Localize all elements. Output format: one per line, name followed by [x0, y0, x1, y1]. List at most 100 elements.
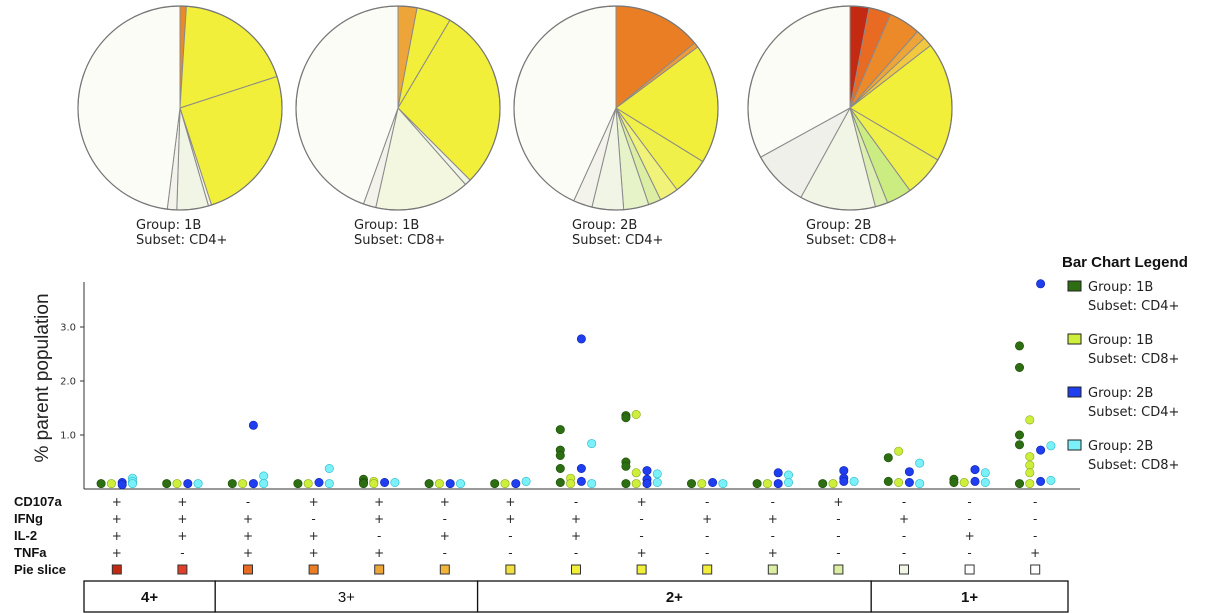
data-point — [1036, 476, 1046, 486]
sign-cell: - — [771, 529, 775, 543]
data-point — [566, 479, 576, 489]
data-point — [587, 479, 597, 489]
sign-cell: - — [1033, 495, 1037, 509]
sign-cell: + — [177, 529, 187, 543]
pie-slice-swatch — [833, 564, 844, 575]
data-point — [193, 479, 203, 489]
data-point — [621, 461, 631, 471]
sign-cell: + — [505, 512, 515, 526]
data-point — [697, 479, 707, 489]
sign-cell: - — [574, 495, 578, 509]
sign-cell: + — [112, 546, 122, 560]
data-point — [576, 476, 586, 486]
data-point — [259, 471, 269, 481]
data-point — [752, 479, 762, 489]
sign-cell: + — [243, 546, 253, 560]
group-label: 1+ — [961, 589, 978, 606]
row-label: IL-2 — [14, 528, 37, 543]
data-point — [904, 467, 914, 477]
data-point — [106, 479, 116, 489]
pie-caption-line: Subset: CD4+ — [572, 233, 663, 248]
data-point — [259, 479, 269, 489]
data-point — [839, 476, 849, 486]
sign-cell: - — [1033, 529, 1037, 543]
data-point — [1014, 362, 1024, 372]
y-tick-label: 3.0 — [60, 323, 76, 334]
legend-label: Subset: CD8+ — [1088, 352, 1179, 367]
data-point — [1025, 415, 1035, 425]
data-point — [949, 477, 959, 487]
data-point — [455, 479, 465, 489]
data-point — [521, 476, 531, 486]
sign-cell: + — [899, 512, 909, 526]
sign-cell: - — [705, 546, 709, 560]
sign-cell: + — [637, 495, 647, 509]
data-point — [631, 468, 641, 478]
sign-cell: + — [637, 546, 647, 560]
data-point — [576, 463, 586, 473]
sign-cell: + — [440, 529, 450, 543]
data-point — [248, 420, 258, 430]
data-point — [96, 479, 106, 489]
sign-cell: - — [705, 495, 709, 509]
sign-cell: + — [177, 512, 187, 526]
sign-cell: + — [571, 529, 581, 543]
data-point — [238, 479, 248, 489]
data-point — [783, 477, 793, 487]
data-point — [883, 476, 893, 486]
sign-cell: - — [1033, 512, 1037, 526]
legend-swatch — [1067, 333, 1082, 345]
data-point — [1014, 341, 1024, 351]
legend-label: Group: 2B — [1088, 386, 1153, 401]
legend-label: Group: 1B — [1088, 333, 1153, 348]
group-label: 3+ — [338, 589, 355, 606]
sign-cell: - — [902, 495, 906, 509]
data-point — [828, 479, 838, 489]
group-box — [83, 580, 216, 613]
sign-cell: - — [180, 546, 184, 560]
pie-slice-swatch — [899, 564, 909, 575]
data-point — [511, 479, 521, 489]
data-point — [293, 479, 303, 489]
data-point — [555, 463, 565, 473]
data-point — [128, 479, 138, 489]
pie-slice-swatch — [636, 564, 647, 575]
legend-label: Subset: CD4+ — [1088, 405, 1179, 420]
group-label: 2+ — [666, 589, 683, 606]
group-label: 4+ — [141, 589, 158, 606]
sign-cell: + — [768, 546, 778, 560]
sign-cell: + — [177, 495, 187, 509]
sign-cell: + — [571, 512, 581, 526]
pie-slice-swatch — [243, 564, 253, 575]
data-point — [324, 463, 334, 473]
data-point — [980, 468, 990, 478]
sign-cell: - — [377, 529, 381, 543]
sign-cell: - — [836, 512, 840, 526]
data-point — [445, 479, 455, 489]
pie-caption-line: Subset: CD8+ — [354, 233, 445, 248]
legend-label: Group: 1B — [1088, 280, 1153, 295]
combination-table: CD107a IFNg IL-2 TNFa Pie slice + + + + + + + - - + + + +… — [14, 494, 1069, 613]
data-point — [652, 469, 662, 479]
row-label: IFNg — [14, 511, 43, 526]
data-point — [839, 466, 849, 476]
data-point — [621, 413, 631, 423]
y-axis-label: % parent population — [32, 293, 53, 462]
sign-cell: + — [505, 495, 515, 509]
pie-slice-swatch — [111, 564, 122, 575]
sign-cell: + — [112, 529, 122, 543]
data-point — [1014, 440, 1024, 450]
data-point — [915, 458, 925, 468]
pie-slice-swatch — [177, 564, 188, 575]
sign-cell: - — [443, 546, 447, 560]
dot-plot: 1.0 2.0 3.0 % parent population — [32, 279, 1080, 490]
bar-chart-legend: Bar Chart Legend Group: 1B Subset: CD4+ Gro… — [1062, 254, 1188, 473]
y-tick-label: 2.0 — [60, 377, 76, 388]
sign-cell: - — [967, 495, 971, 509]
sign-cell: - — [639, 529, 643, 543]
data-point — [642, 479, 652, 489]
